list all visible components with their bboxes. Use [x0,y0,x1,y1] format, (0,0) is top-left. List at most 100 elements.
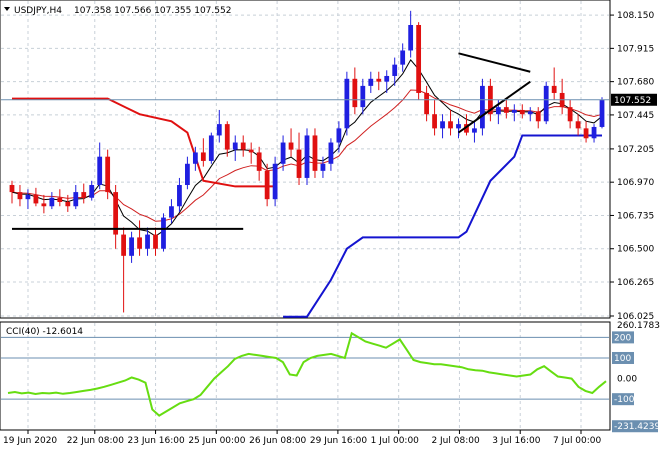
time-axis: 19 Jun 2020 22 Jun 08:00 23 Jun 16:00 25 Ju… [3,430,602,446]
time-tick-label: 26 Jun 08:00 [249,436,306,446]
candle-body [264,170,270,200]
candle-body [121,234,127,256]
candle-body [495,107,501,115]
cci-grid [1,323,609,429]
symbol-dropdown-icon[interactable] [4,7,10,11]
candle-body [400,50,406,65]
candle-body [543,85,549,122]
price-tick-label: 106.265 [617,278,654,288]
candle-body [336,128,342,143]
candle-body [511,109,517,113]
time-tick-label: 7 Jul 00:00 [553,436,602,446]
current-price-tag-label: 107.552 [614,96,651,106]
price-tick-label: 106.735 [617,211,654,221]
time-tick-label: 1 Jul 00:00 [371,436,420,446]
candle-body [232,142,238,150]
price-axis: 108.150 107.915 107.680 107.445 107.205 106.9… [610,11,657,322]
candle-body [312,135,318,171]
candle-body [57,197,63,203]
price-grid [1,1,609,317]
candle-body [113,192,119,235]
candle-body [456,124,461,129]
candle-body [105,156,111,193]
candle-body [9,185,15,193]
candle-body [464,124,469,133]
candle-body [304,135,310,178]
cci-tick-label: 0.00 [617,375,637,385]
current-price-tag [611,93,657,106]
trailing-stop-upper [11,97,276,188]
candle-body [41,203,47,207]
candlestick-series [9,10,605,313]
time-tick-label: 19 Jun 2020 [3,436,57,446]
price-tick-label: 107.445 [617,111,654,121]
candle-body [368,78,374,86]
candle-body [280,142,286,164]
candle-body [599,100,605,127]
candle-body [137,237,142,249]
cci-tick-label: 100 [614,354,631,364]
trailing-stop-lower [283,134,603,318]
candle-body [216,124,222,136]
candle-body [448,121,453,129]
time-tick-label: 25 Jun 00:00 [188,436,245,446]
cci-tick-label: 200 [614,333,631,343]
time-tick-label: 2 Jul 08:00 [431,436,480,446]
candle-body [25,194,31,200]
candle-body [17,192,23,200]
candle-body [416,24,422,93]
candle-body [256,152,262,171]
price-tick-label: 106.025 [617,312,654,322]
candle-body [480,85,485,129]
candle-body [320,163,326,171]
candle-body [472,128,477,133]
candle-body [360,85,366,108]
candle-body [583,128,589,139]
candle-body [73,192,79,207]
candle-body [424,92,429,115]
cci-header-label: CCI(40) -12.6014 [6,327,83,337]
candle-body [240,142,246,150]
price-tick-label: 106.970 [617,178,654,188]
candle-body [519,109,525,115]
candle-body [408,24,414,51]
drawn-trend-line [458,52,531,73]
candle-body [376,78,382,82]
price-tick-label: 107.680 [617,78,654,88]
candle-body [33,194,39,204]
candle-body [440,121,445,129]
time-tick-label: 3 Jul 16:00 [492,436,541,446]
candle-body [352,78,358,108]
candle-body [296,149,302,178]
price-tick-label: 107.205 [617,145,654,155]
ohlc-label: 107.358 107.566 107.355 107.552 [74,6,231,16]
candle-body [328,142,334,164]
candle-body [153,234,158,249]
cci-line [7,331,607,417]
candle-body [535,111,541,122]
cci-series [7,331,607,417]
cci-value-tag [612,420,658,433]
cci-axis: 260.1783 200 100 0.00 -100 -231.4239 [612,321,660,433]
candle-body [145,234,150,249]
candle-body [384,75,390,82]
cci-level-tag [612,393,634,406]
candle-body [248,149,254,153]
candle-body [288,142,294,150]
candle-body [49,197,55,207]
candle-body [65,202,71,207]
candle-body [344,78,350,129]
cci-tick-label: -231.4239 [614,422,660,432]
candle-body [192,152,198,164]
candle-body [81,192,87,198]
candle-body [208,135,214,161]
price-tick-label: 108.150 [617,11,654,21]
cci-tick-label: -100 [614,395,635,405]
candle-body [89,185,95,198]
chart-header: USDJPY,H4 107.358 107.566 107.355 107.55… [4,6,231,16]
candle-body [177,185,182,207]
candle-body [567,107,573,122]
candle-body [392,64,398,76]
cci-level-tag [612,331,634,344]
